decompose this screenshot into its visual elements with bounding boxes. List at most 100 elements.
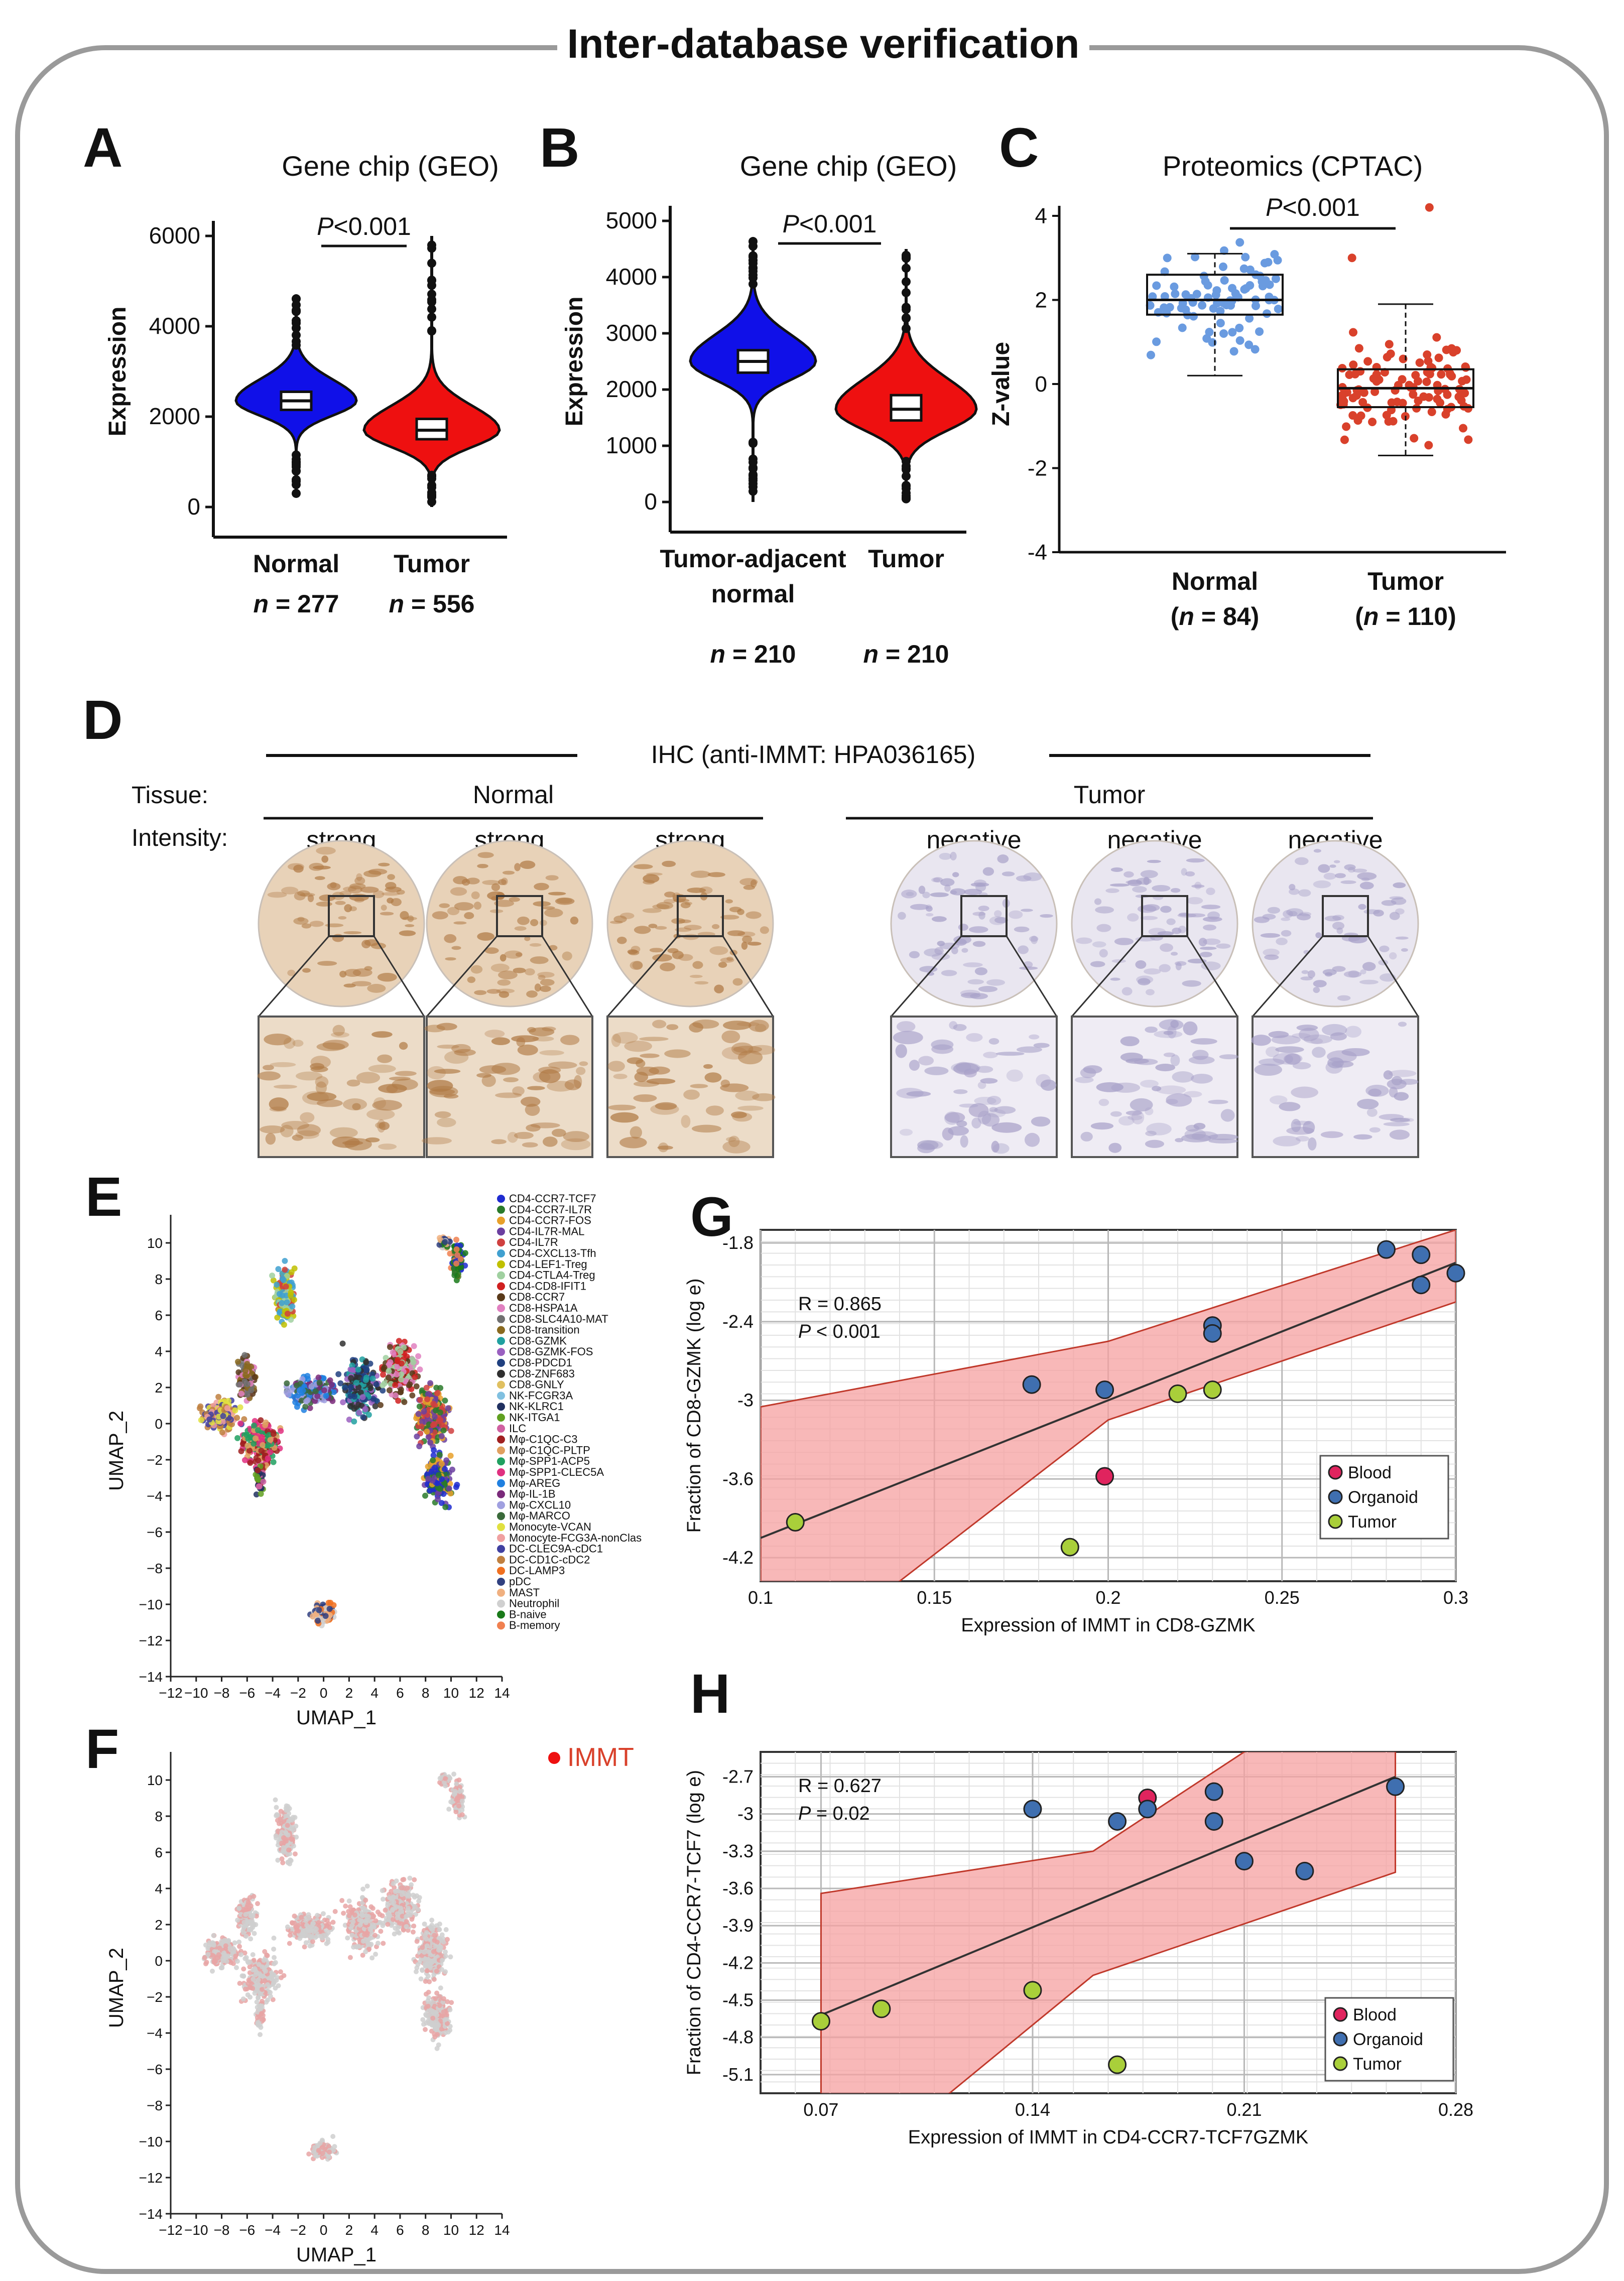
tissue-texture — [1264, 954, 1279, 960]
umap-cell-F — [310, 1939, 315, 1944]
data-point-C — [1385, 340, 1394, 349]
umap-cell-F — [247, 1895, 253, 1900]
zoom-connector — [1071, 936, 1143, 1017]
umap-cell-E — [224, 1405, 230, 1412]
data-point-C — [1372, 377, 1381, 386]
umap-cell-F — [407, 1875, 413, 1881]
tissue-texture — [1105, 888, 1119, 893]
tissue-texture — [909, 951, 920, 959]
tissue-texture — [745, 911, 762, 919]
zoom-connector — [1252, 936, 1324, 1017]
tissue-texture — [627, 949, 638, 954]
umap-cell-E — [424, 1428, 430, 1435]
tissue-texture — [910, 904, 929, 910]
ihc-zoom-texture — [427, 1080, 453, 1092]
outlier-point-B — [902, 488, 911, 498]
outlier-point-A — [427, 259, 436, 268]
umap-cell-F — [357, 1923, 363, 1928]
tissue-texture — [1340, 880, 1356, 884]
ihc-zoom-texture — [395, 1071, 417, 1076]
tissue-texture — [570, 916, 579, 925]
umap-cell-F — [287, 1941, 292, 1946]
umap-cell-E — [274, 1282, 280, 1288]
umap-cell-E — [430, 1422, 436, 1428]
zoom-connector — [890, 936, 962, 1017]
ihc-zoom-texture — [1327, 1057, 1344, 1069]
umap-cell-E — [430, 1401, 437, 1407]
umap-cell-E — [255, 1457, 262, 1464]
tissue-texture — [931, 916, 947, 922]
umap-cell-E — [437, 1409, 443, 1416]
tissue-texture — [501, 877, 508, 885]
tissue-texture — [1157, 931, 1174, 936]
x-tick-label-E: −2 — [290, 1685, 306, 1701]
umap-cell-E — [412, 1374, 418, 1380]
tissue-texture — [372, 890, 385, 899]
ihc-zoom-texture — [989, 1107, 998, 1112]
umap-cell-F — [263, 1968, 268, 1974]
umap-cell-E — [429, 1477, 436, 1484]
ihc-zoom-texture — [1383, 1070, 1393, 1080]
umap-cell-E — [284, 1310, 291, 1317]
umap-cell-F — [332, 1909, 338, 1914]
outlier-point-A — [292, 294, 301, 304]
umap-cell-E — [238, 1390, 244, 1397]
umap-cell-E — [442, 1466, 448, 1472]
data-point-C — [1347, 254, 1356, 263]
umap-cell-F — [362, 1932, 367, 1938]
data-point-C — [1368, 417, 1377, 426]
group-label-A: Tumor — [394, 550, 470, 578]
umap-cell-E — [234, 1415, 240, 1421]
zoom-box — [1141, 895, 1188, 937]
tissue-texture — [1160, 943, 1173, 952]
umap-cell-F — [304, 1923, 310, 1928]
tissue-texture — [380, 912, 394, 916]
y-tick-label-E: 10 — [147, 1235, 163, 1251]
tissue-texture — [972, 941, 986, 947]
umap-cell-E — [348, 1375, 354, 1381]
tissue-texture — [281, 886, 299, 895]
umap-cell-F — [378, 1929, 384, 1934]
data-point-C — [1178, 323, 1187, 332]
chart-title-A: Gene chip (GEO) — [282, 150, 499, 182]
umap-cell-E — [275, 1266, 282, 1273]
umap-cell-E — [265, 1455, 271, 1462]
tissue-texture — [1159, 964, 1171, 972]
umap-cell-F — [347, 1955, 353, 1960]
tissue-texture — [1146, 989, 1155, 995]
ihc-zoom-texture — [657, 1146, 673, 1150]
ihc-zoom-texture — [292, 1040, 304, 1047]
tissue-texture — [1344, 864, 1356, 870]
umap-cell-F — [255, 1985, 260, 1991]
ihc-zoom-texture — [1391, 1076, 1403, 1086]
tissue-texture — [537, 972, 555, 978]
ihc-zoom-texture — [280, 1124, 294, 1137]
tissue-texture — [1373, 910, 1384, 917]
ihc-zoom-texture — [723, 1021, 752, 1030]
ihc-zoom-texture — [1031, 1116, 1051, 1127]
tissue-texture — [498, 991, 510, 998]
umap-cell-F — [314, 1926, 319, 1932]
y-axis-label-E: UMAP_2 — [105, 1411, 128, 1491]
y-tick-label-E: −4 — [147, 1488, 163, 1504]
ihc-zoom-texture — [1152, 1086, 1162, 1091]
ihc-zoom-texture — [292, 1134, 304, 1141]
tissue-texture — [1111, 959, 1126, 963]
umap-cell-F — [243, 1934, 249, 1939]
ihc-zoom-texture — [917, 1143, 935, 1154]
tissue-texture — [539, 920, 547, 926]
umap-cell-F — [327, 1925, 332, 1930]
umap-cell-F — [288, 1817, 293, 1823]
data-point-C — [1241, 252, 1250, 262]
ihc-zoom-texture — [346, 1079, 360, 1087]
tissue-texture — [540, 979, 555, 986]
data-point-C — [1274, 305, 1283, 314]
ihc-zoom-texture — [316, 1099, 343, 1107]
outlier-point-B — [902, 264, 911, 273]
umap-cell-F — [356, 1944, 361, 1949]
tissue-texture — [1148, 928, 1166, 936]
umap-cell-F — [236, 1906, 242, 1911]
umap-cell-F — [368, 1942, 374, 1947]
tissue-texture — [367, 984, 386, 993]
ihc-zoom-texture — [371, 1031, 393, 1038]
